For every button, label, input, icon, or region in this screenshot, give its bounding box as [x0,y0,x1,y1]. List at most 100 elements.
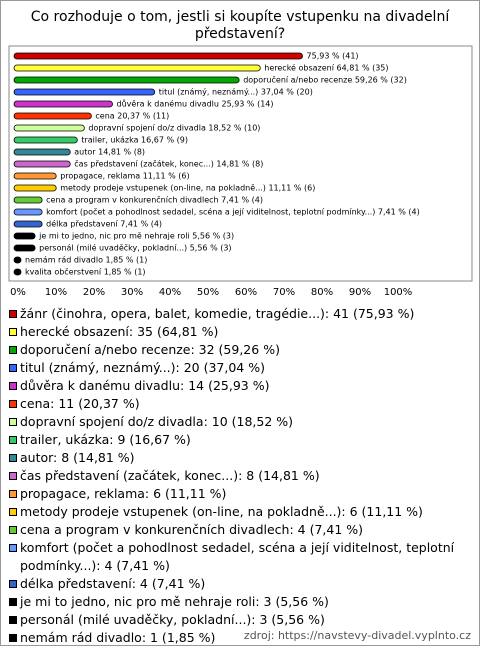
legend-swatch [9,526,17,534]
legend-swatch [9,328,17,336]
legend-entry: autor: 8 (14,81 %) [9,449,471,467]
legend-swatch [9,364,17,372]
legend-entry: propagace, reklama: 6 (11,11 %) [9,485,471,503]
legend-entry: důvěra k danému divadlu: 14 (25,93 %) [9,377,471,395]
x-tick-label: 0% [10,287,26,298]
value-label: trailer, ukázka 16,67 % (9) [81,136,188,145]
x-tick-label: 90% [349,287,371,298]
legend-label: cena: 11 (20,37 %) [20,396,140,411]
legend-label: metody prodeje vstupenek (on-line, na po… [20,504,423,519]
legend: žánr (činohra, opera, balet, komedie, tr… [9,305,471,645]
bar [13,136,78,144]
x-tick-label: 50% [197,287,219,298]
legend-entry: žánr (činohra, opera, balet, komedie, tr… [9,305,471,323]
x-tick-label: 100% [384,287,413,298]
bar [13,52,303,60]
chart: 0% 10% 20% 30% 40% 50% 60% 70% 80% 90% 100% 75,93 %… [8,45,473,298]
bar [13,160,71,168]
value-label: délka představení 7,41 % (4) [46,219,162,229]
legend-label: komfort (počet a pohodlnost sedadel, scé… [20,540,455,573]
bar [13,184,57,192]
legend-label: trailer, ukázka: 9 (16,67 %) [20,432,191,447]
legend-entry: cena a program v konkurenčních divadlech… [9,521,471,539]
value-label: autor 14,81 % (8) [74,148,145,157]
legend-swatch [9,508,17,516]
value-label: dopravní spojení do/z divadla 18,52 % (1… [88,124,260,133]
value-label: cena a program v konkurenčních divadlech… [46,195,263,205]
legend-swatch [9,310,17,318]
legend-swatch [9,346,17,354]
bar [13,148,71,156]
x-tick-label: 30% [121,287,143,298]
legend-entry: komfort (počet a pohodlnost sedadel, scé… [9,539,471,575]
value-label: 75,93 % (41) [307,52,359,61]
value-label: důvěra k danému divadlu 25,93 % (14) [117,99,274,109]
bar [13,232,36,240]
legend-entry: cena: 11 (20,37 %) [9,395,471,413]
value-label: doporučení a/nebo recenze 59,26 % (32) [243,75,407,85]
bar [13,256,22,264]
legend-swatch [9,616,17,624]
legend-swatch [9,400,17,408]
legend-entry: je mi to jedno, nic pro mě nehraje roli:… [9,593,471,611]
legend-swatch [9,418,17,426]
legend-label: je mi to jedno, nic pro mě nehraje roli:… [20,594,329,609]
bar [13,172,57,180]
legend-swatch [9,472,17,480]
legend-label: čas představení (začátek, konec...): 8 (… [20,468,320,483]
bar [13,124,85,132]
x-tick-label: 20% [83,287,105,298]
legend-label: důvěra k danému divadlu: 14 (25,93 %) [20,378,270,393]
legend-label: dopravní spojení do/z divadla: 10 (18,52… [20,414,294,429]
legend-label: propagace, reklama: 6 (11,11 %) [20,486,227,501]
value-label: komfort (počet a pohodlnost sedadel, scé… [46,207,420,217]
value-label: čas představení (začátek, konec...) 14,8… [74,159,263,169]
bar [13,76,240,84]
bar [13,196,43,204]
legend-swatch [9,436,17,444]
value-label: je mi to jedno, nic pro mě nehraje roli … [38,232,234,241]
x-tick-label: 10% [45,287,67,298]
bar [13,208,43,216]
chart-title: Co rozhoduje o tom, jestli si koupíte vs… [30,9,450,42]
x-tick-label: 80% [311,287,333,298]
legend-entry: personál (milé uvaděčky, pokladní...): 3… [9,611,471,629]
bar [13,64,261,72]
legend-swatch [9,490,17,498]
legend-swatch [9,382,17,390]
legend-label: délka představení: 4 (7,41 %) [20,576,206,591]
value-label: propagace, reklama 11,11 % (6) [60,172,189,181]
bar [13,220,43,228]
legend-entry: nemám rád divadlo: 1 (1,85 %) [9,629,471,645]
value-label: personál (milé uvaděčky, pokladní...) 5,… [39,243,231,253]
legend-entry: délka představení: 4 (7,41 %) [9,575,471,593]
legend-entry: metody prodeje vstupenek (on-line, na po… [9,503,471,521]
legend-entry: dopravní spojení do/z divadla: 10 (18,52… [9,413,471,431]
legend-swatch [9,544,17,552]
bar [13,88,156,96]
x-tick-label: 70% [273,287,295,298]
x-tick-label: 40% [159,287,181,298]
legend-entry: trailer, ukázka: 9 (16,67 %) [9,431,471,449]
value-label: titul (známý, neznámý...) 37,04 % (20) [159,88,313,97]
legend-swatch [9,598,17,606]
legend-swatch [9,580,17,588]
bar [13,244,36,252]
legend-entry: doporučení a/nebo recenze: 32 (59,26 %) [9,341,471,359]
bar [13,100,113,108]
legend-swatch [9,634,17,642]
legend-entry: titul (známý, neznámý...): 20 (37,04 %) [9,359,471,377]
bar [13,112,92,120]
legend-label: titul (známý, neznámý...): 20 (37,04 %) [20,360,265,375]
value-label: nemám rád divadlo 1,85 % (1) [25,256,147,265]
legend-swatch [9,454,17,462]
x-tick-label: 60% [235,287,257,298]
legend-label: herecké obsazení: 35 (64,81 %) [20,324,219,339]
legend-label: žánr (činohra, opera, balet, komedie, tr… [20,306,415,321]
legend-label: personál (milé uvaděčky, pokladní...): 3… [20,612,325,627]
plot-frame [8,45,473,282]
value-label: cena 20,37 % (11) [95,112,169,121]
legend-label: doporučení a/nebo recenze: 32 (59,26 %) [20,342,280,357]
legend-label: nemám rád divadlo: 1 (1,85 %) [20,630,216,645]
